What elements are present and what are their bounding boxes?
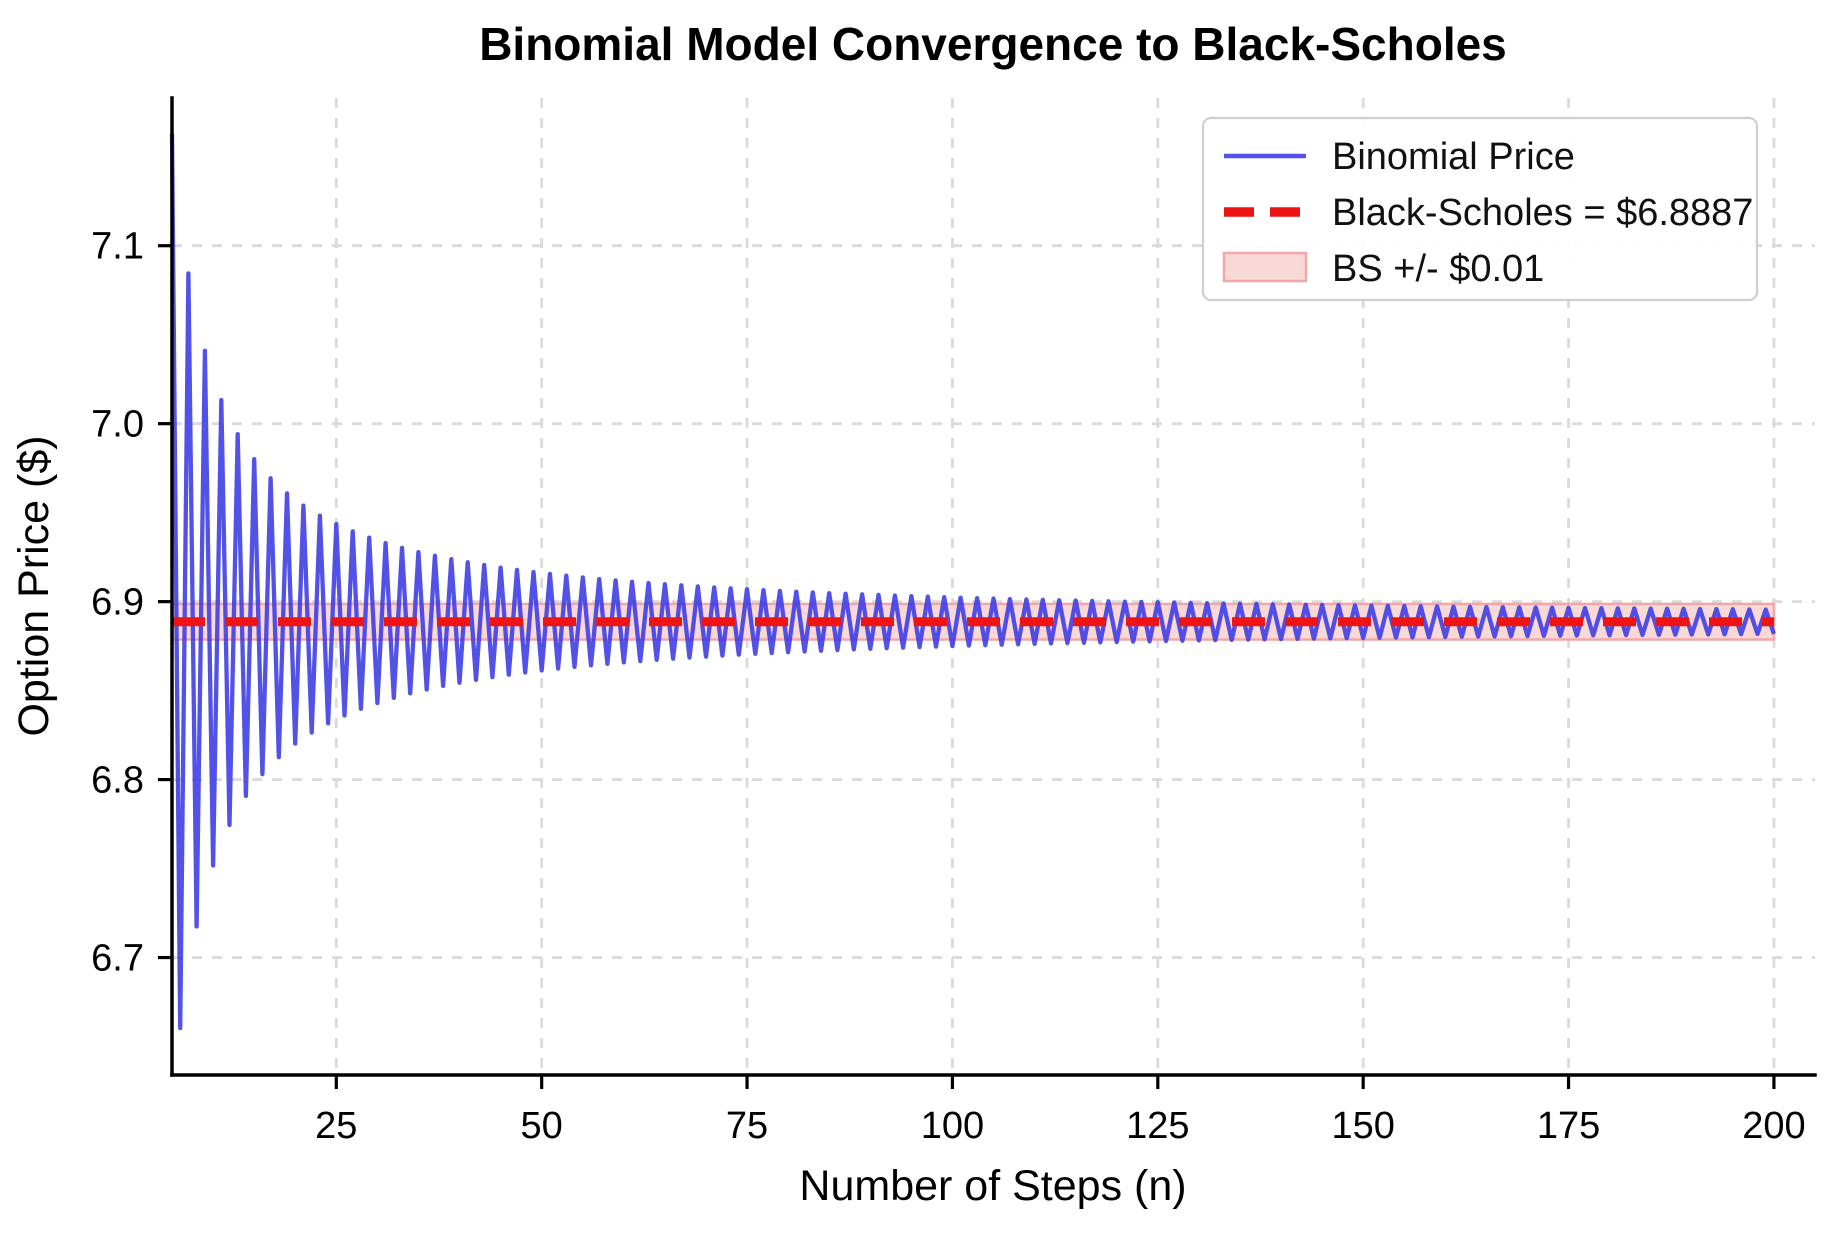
legend-box [1201, 116, 1759, 302]
y-tick-label: 6.9 [91, 582, 144, 624]
y-tick-label: 6.8 [91, 760, 144, 802]
x-tick-label: 100 [921, 1105, 984, 1147]
x-tick-label: 175 [1537, 1105, 1600, 1147]
x-tick-label: 75 [726, 1105, 768, 1147]
y-tick-label: 7.0 [91, 404, 144, 446]
tick-marks-and-labels: 25 50 75 100 125 150 175 200 6.7 6.8 6.9 7.0 7.1 [91, 226, 1805, 1147]
x-tick-label: 25 [315, 1105, 357, 1147]
y-tick-label: 6.7 [91, 938, 144, 980]
legend-band-swatch [1222, 251, 1308, 283]
y-axis-label: Option Price ($) [10, 435, 58, 736]
axes [170, 96, 1817, 1077]
x-axis-label: Number of Steps (n) [799, 1162, 1186, 1210]
legend-label-binomial: Binomial Price [1332, 136, 1575, 178]
chart-title: Binomial Model Convergence to Black-Scho… [479, 18, 1507, 70]
x-tick-label: 50 [521, 1105, 563, 1147]
plot-series [169, 134, 1776, 1031]
legend: Binomial Price Black-Scholes = $6.8887 B… [1201, 116, 1759, 302]
x-tick-label: 125 [1126, 1105, 1189, 1147]
x-tick-label: 150 [1331, 1105, 1394, 1147]
x-tick-label: 200 [1742, 1105, 1805, 1147]
legend-label-black-scholes: Black-Scholes = $6.8887 [1332, 192, 1753, 234]
y-tick-label: 7.1 [91, 226, 144, 268]
legend-label-band: BS +/- $0.01 [1332, 248, 1544, 290]
